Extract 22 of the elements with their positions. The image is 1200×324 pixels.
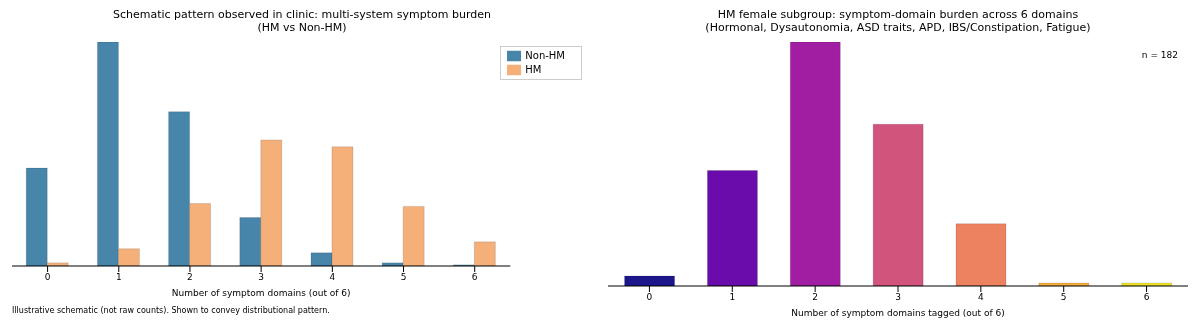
x-axis-title: Number of symptom domains tagged (out of 6) bbox=[791, 308, 1005, 318]
x-tick-label: 0 bbox=[646, 292, 653, 303]
x-tick-label: 0 bbox=[44, 272, 51, 283]
x-tick-label: 1 bbox=[115, 272, 122, 283]
x-tick-label: 4 bbox=[977, 292, 984, 303]
chart-title: Schematic pattern observed in clinic: multi-system symptom burden (HM vs Non-HM) bbox=[111, 8, 493, 36]
x-tick-label: 2 bbox=[187, 272, 193, 283]
text: Illustrative schematic (not raw counts). Shown to convey distributional pattern. bbox=[12, 306, 331, 315]
x-tick-label: 6 bbox=[471, 272, 478, 283]
x-axis-title: Number of symptom domains (out of 6) bbox=[171, 288, 351, 298]
legend-label: Non-HM bbox=[525, 50, 565, 61]
legend-label: HM bbox=[525, 64, 542, 75]
x-tick-label: 3 bbox=[258, 272, 265, 283]
x-tick-label: 5 bbox=[1060, 292, 1067, 303]
x-tick-label: 6 bbox=[1143, 292, 1150, 303]
x-tick-label: 2 bbox=[812, 292, 819, 303]
x-tick-label: 1 bbox=[729, 292, 736, 303]
x-tick-label: 3 bbox=[895, 292, 901, 303]
x-tick-label: 4 bbox=[329, 272, 336, 283]
annotation: n = 182 bbox=[1141, 50, 1178, 60]
chart-title: HM female subgroup: symptom-domain burden across 6 domains (Hormonal, Dysautonomia, ASD traits, APD, IBS/Constipation, Fatigue) bbox=[704, 8, 1092, 36]
x-tick-label: 5 bbox=[400, 272, 407, 283]
